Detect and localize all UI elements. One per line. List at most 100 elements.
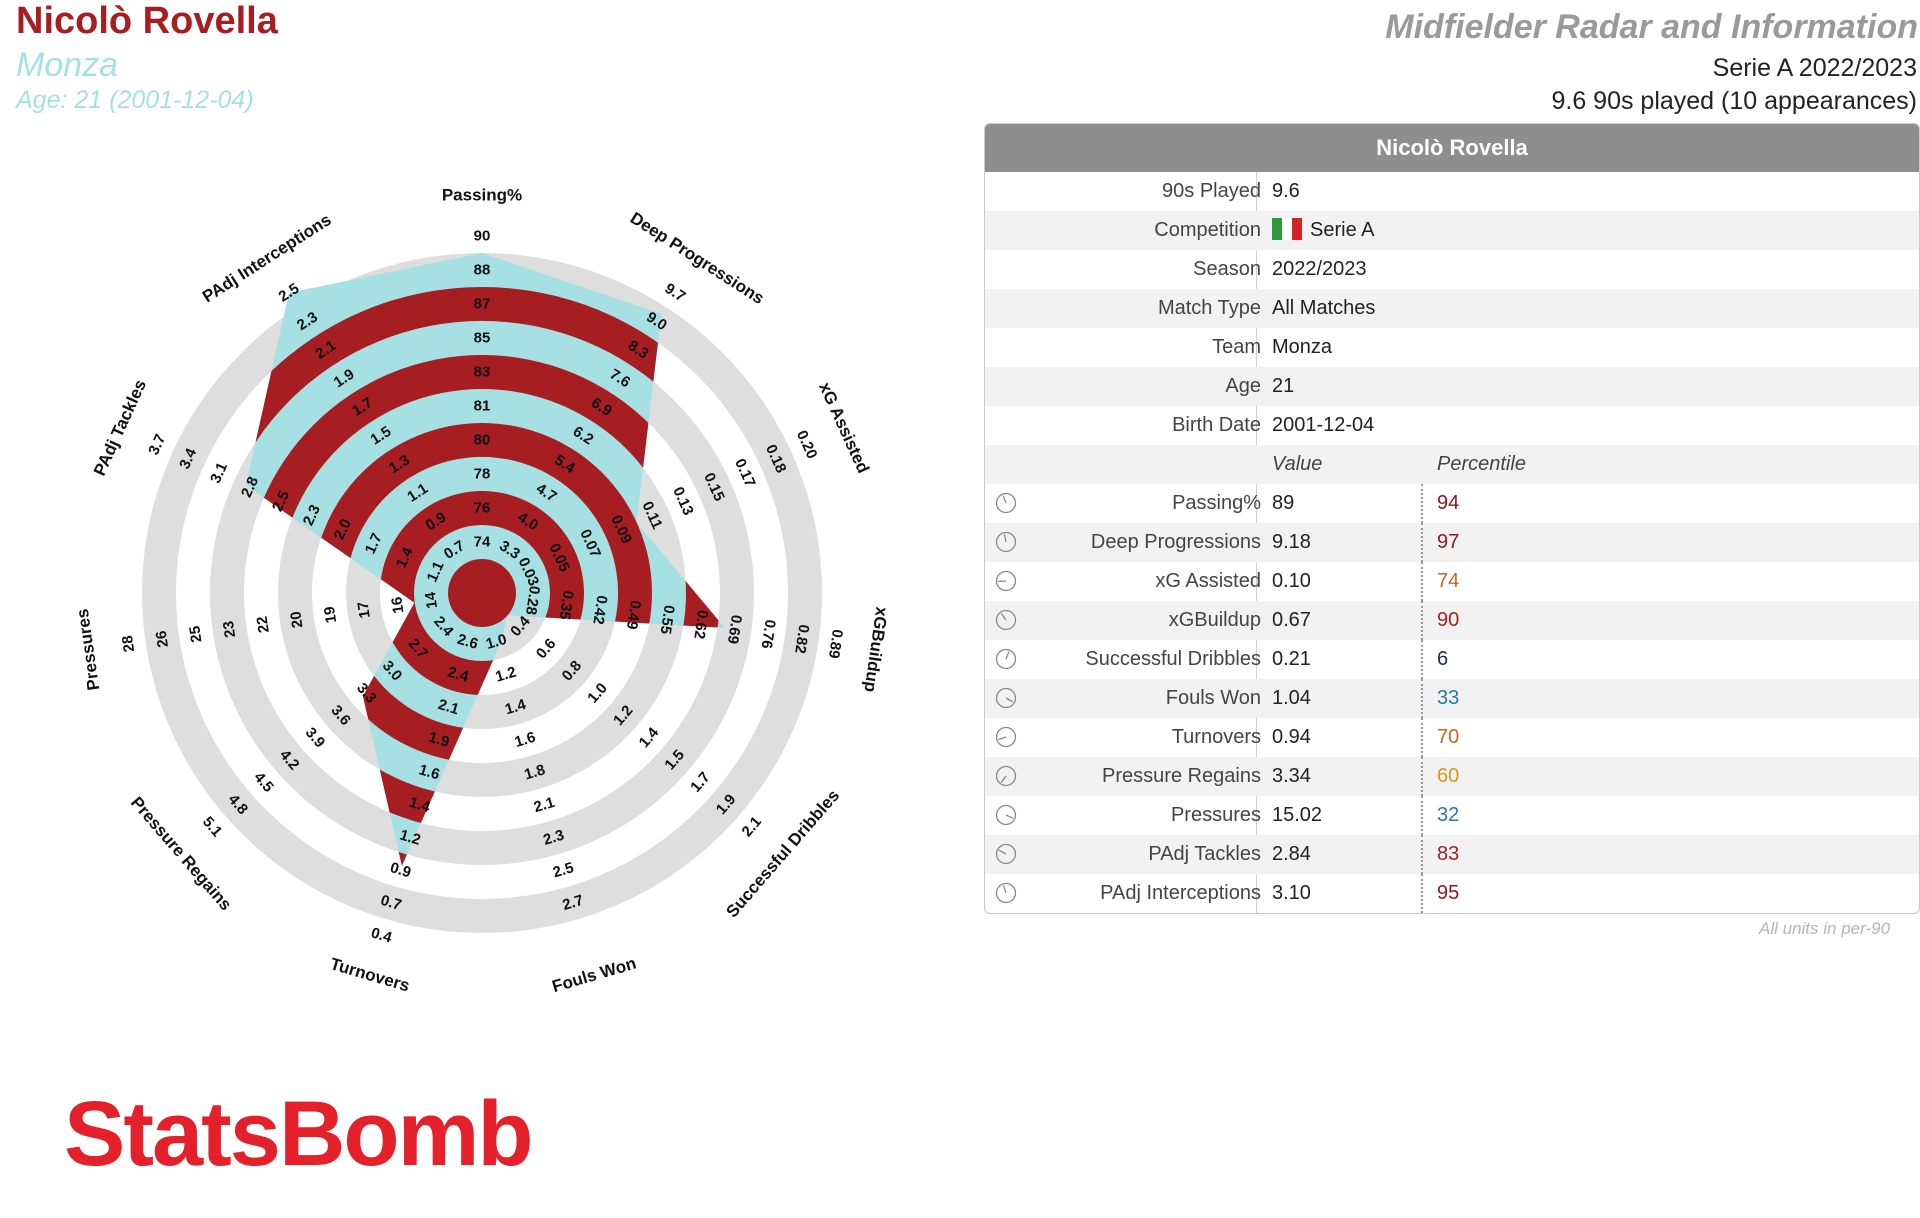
metric-label: Passing% xyxy=(1172,492,1261,514)
radar-tick-label: 4.5 xyxy=(250,769,277,796)
metric-value: 0.94 xyxy=(1272,726,1311,748)
percentile-dial-icon xyxy=(995,726,1017,748)
radar-tick-label: 0.82 xyxy=(791,623,812,654)
player-info-table: Nicolò Rovella 90s Played 9.6 Competition S… xyxy=(984,123,1920,914)
radar-tick-label: 17 xyxy=(355,600,374,619)
radar-tick-label: 88 xyxy=(474,262,491,279)
dotted-divider xyxy=(1421,835,1423,874)
metric-label: Pressures xyxy=(1170,804,1261,826)
radar-axis-label: Deep Progressions xyxy=(627,208,768,308)
radar-tick-label: 0.35 xyxy=(556,589,577,620)
radar-tick-label: 2.1 xyxy=(739,813,766,840)
metric-percentile: 6 xyxy=(1437,648,1449,670)
radar-tick-label: 20 xyxy=(287,610,306,629)
metric-value: 15.02 xyxy=(1272,804,1323,826)
metric-value: 2.84 xyxy=(1272,843,1311,865)
radar-tick-label: 3.1 xyxy=(207,460,231,486)
age-line: Age: 21 (2001-12-04) xyxy=(16,86,254,114)
radar-axis-label: Pressures xyxy=(73,608,104,692)
info-value-text: 2022/2023 xyxy=(1272,258,1367,280)
metric-percentile: 32 xyxy=(1437,804,1460,826)
radar-tick-label: 1.9 xyxy=(426,729,451,751)
radar-tick-label: 0.6 xyxy=(533,635,560,662)
radar-tick-label: 1.6 xyxy=(513,729,538,751)
metric-percentile: 90 xyxy=(1437,609,1460,631)
radar-tick-label: 2.1 xyxy=(436,696,461,718)
radar-chart: 74767880818385878890Passing%3.34.04.75.4… xyxy=(73,186,892,997)
team-name: Monza xyxy=(16,46,119,84)
info-row: Match Type All Matches xyxy=(985,289,1919,328)
radar-tick-label: 2.7 xyxy=(561,892,586,914)
percentile-dial-icon xyxy=(995,648,1017,670)
radar-tick-label: 23 xyxy=(220,620,239,639)
radar-tick-label: 1.2 xyxy=(398,827,423,849)
info-value-text: 2001-12-04 xyxy=(1272,414,1375,436)
info-label: Team xyxy=(1212,336,1261,358)
info-value: All Matches xyxy=(1272,289,1375,328)
dotted-divider xyxy=(1421,679,1423,718)
radar-tick-label: 76 xyxy=(474,500,491,517)
metric-row: Passing% 89 94 xyxy=(985,484,1919,523)
radar-tick-label: 83 xyxy=(474,364,491,381)
dotted-divider xyxy=(1421,640,1423,679)
info-label: Age xyxy=(1225,375,1261,397)
radar-tick-label: 1.0 xyxy=(484,631,509,653)
info-row: Age 21 xyxy=(985,367,1919,406)
metric-label: xGBuildup xyxy=(1168,609,1261,631)
radar-tick-label: 22 xyxy=(254,615,273,634)
percentile-dial-icon xyxy=(995,687,1017,709)
radar-tick-label: 2.5 xyxy=(551,859,576,881)
metric-value: 0.67 xyxy=(1272,609,1311,631)
radar-axis-label: Passing% xyxy=(442,186,522,205)
radar-tick-label: 1.2 xyxy=(493,664,518,686)
radar-tick-label: 2.4 xyxy=(446,664,471,686)
dotted-divider xyxy=(1421,562,1423,601)
info-value: 9.6 xyxy=(1272,172,1300,211)
radar-tick-label: 1.4 xyxy=(636,724,663,751)
metric-row: Turnovers 0.94 70 xyxy=(985,718,1919,757)
radar-tick-label: 9.7 xyxy=(662,280,689,306)
radar-tick-label: 1.4 xyxy=(503,696,528,718)
radar-tick-label: 0.69 xyxy=(724,614,745,645)
metric-value: 9.18 xyxy=(1272,531,1311,553)
radar-tick-label: 2.6 xyxy=(455,631,480,653)
radar-tick-label: 0.49 xyxy=(623,599,644,630)
percentile-dial-icon xyxy=(995,765,1017,787)
radar-tick-label: 78 xyxy=(474,466,491,483)
metric-label: PAdj Tackles xyxy=(1148,843,1261,865)
metric-row: Pressures 15.02 32 xyxy=(985,796,1919,835)
radar-tick-label: 1.6 xyxy=(417,761,442,783)
season-line: Serie A 2022/2023 xyxy=(1712,54,1917,82)
info-label: Birth Date xyxy=(1172,414,1261,436)
radar-tick-label: 3.7 xyxy=(145,432,169,458)
radar-axis-label: Fouls Won xyxy=(550,954,638,997)
units-note: All units in per-90 xyxy=(1759,919,1891,938)
metric-percentile: 60 xyxy=(1437,765,1460,787)
dotted-divider xyxy=(1421,523,1423,562)
radar-tick-label: 0.62 xyxy=(690,609,711,640)
radar-tick-label: 5.1 xyxy=(199,813,226,840)
metric-row: PAdj Interceptions 3.10 95 xyxy=(985,874,1919,913)
radar-axis-label: PAdj Tackles xyxy=(90,377,150,479)
percentile-dial-icon xyxy=(995,609,1017,631)
percentile-dial-icon xyxy=(995,570,1017,592)
metric-row: Pressure Regains 3.34 60 xyxy=(985,757,1919,796)
dotted-divider xyxy=(1421,718,1423,757)
radar-tick-label: 0.9 xyxy=(388,859,413,881)
table-body: 90s Played 9.6 Competition Serie A Season 202… xyxy=(985,172,1919,913)
radar-axis-label: Pressure Regains xyxy=(127,793,235,914)
radar-tick-label: 0.42 xyxy=(589,594,610,625)
metric-label: Successful Dribbles xyxy=(1085,648,1261,670)
metric-value: 1.04 xyxy=(1272,687,1311,709)
metric-label: Pressure Regains xyxy=(1102,765,1261,787)
radar-tick-label: 26 xyxy=(153,630,172,649)
radar-tick-label: 14 xyxy=(422,590,441,610)
radar-tick-label: 1.7 xyxy=(687,769,714,796)
radar-tick-label: 2.3 xyxy=(541,827,566,849)
info-value: Monza xyxy=(1272,328,1332,367)
radar-tick-label: 85 xyxy=(474,330,491,347)
metric-label: Fouls Won xyxy=(1165,687,1261,709)
info-row: Team Monza xyxy=(985,328,1919,367)
info-row: Birth Date 2001-12-04 xyxy=(985,406,1919,445)
radar-tick-label: 90 xyxy=(474,228,491,245)
